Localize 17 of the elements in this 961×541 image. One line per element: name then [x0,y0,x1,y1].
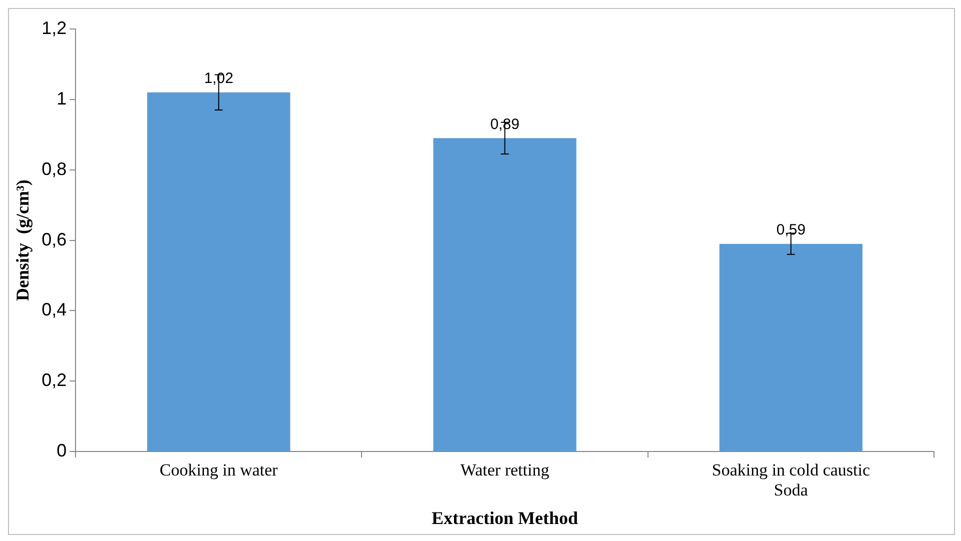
y-tick-label: 0,4 [42,300,67,320]
y-tick-label: 1,2 [42,18,67,38]
y-tick-label: 0,2 [42,370,67,390]
y-axis-title: Density (g/cm³) [12,180,32,301]
x-axis-title: Extraction Method [432,508,578,528]
y-tick-label: 0 [56,440,67,461]
x-tick-label: Soaking in cold caustic Soda [712,460,870,500]
bar [147,92,290,452]
x-tick-label: Cooking in water [160,460,278,480]
y-tick-label: 0,8 [42,158,67,179]
data-label: 0,59 [776,221,806,238]
x-tick-label: Water retting [460,460,550,480]
bar [719,244,862,452]
y-tick-label: 0,6 [42,229,67,250]
bar [433,138,576,452]
y-tick-label: 1 [56,88,67,108]
data-label: 0,89 [490,116,520,133]
